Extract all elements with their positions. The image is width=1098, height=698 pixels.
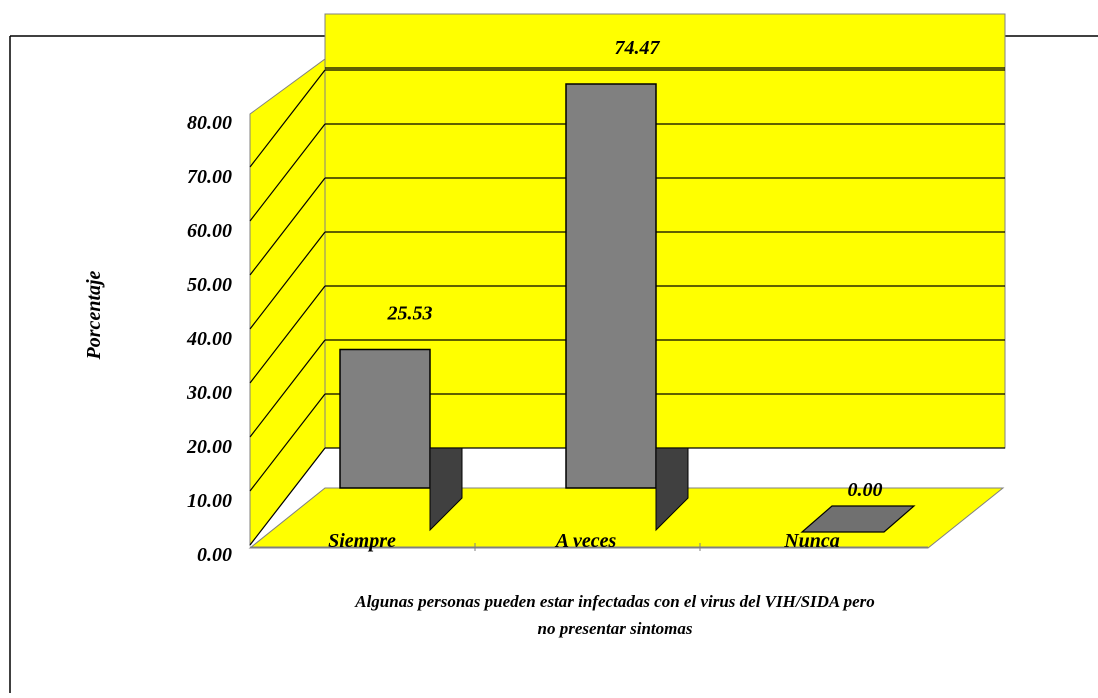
x-tick-label: A veces (554, 530, 617, 552)
bar-a-veces (565, 83, 657, 489)
bar-side-a-veces (655, 447, 689, 532)
x-axis-categories: Siempre A veces Nunca (328, 530, 840, 552)
x-axis-title-line-2: no presentar sintomas (538, 619, 693, 638)
x-tick-label: Nunca (783, 530, 840, 552)
gridline-side (249, 447, 326, 546)
bar-series (339, 83, 916, 533)
gridline-side (249, 123, 326, 222)
y-tick-label: 30.00 (186, 382, 232, 404)
gridline-side (249, 393, 326, 492)
gridline-side (249, 231, 326, 330)
y-tick-label: 70.00 (187, 166, 232, 188)
y-tick-label: 40.00 (186, 328, 232, 350)
bar-side-siempre (429, 447, 463, 532)
data-labels: 25.53 74.47 0.00 (387, 37, 883, 501)
y-tick-label: 50.00 (187, 274, 232, 296)
gridline-side (249, 285, 326, 384)
gridline-side (249, 69, 326, 168)
y-tick-label: 0.00 (197, 544, 232, 566)
gridline-side (249, 177, 326, 276)
y-tick-label: 60.00 (187, 220, 232, 242)
y-tick-label: 10.00 (187, 490, 232, 512)
data-label: 0.00 (848, 479, 883, 501)
y-tick-label: 80.00 (187, 112, 232, 134)
chart-walls (249, 13, 1006, 547)
y-axis-ticks: 0.00 10.00 20.00 30.00 40.00 50.00 60.00 70.00 8… (186, 112, 232, 566)
bar-nunca (800, 505, 916, 533)
data-label: 25.53 (387, 302, 433, 324)
y-tick-label: 20.00 (186, 436, 232, 458)
x-axis-title-line-1: Algunas personas pueden estar infectadas… (354, 592, 875, 611)
x-tick-label: Siempre (328, 530, 396, 552)
back-wall (324, 13, 1006, 449)
y-axis-title: Porcentaje (83, 270, 105, 360)
data-label: 74.47 (615, 37, 661, 59)
gridline-side (249, 339, 326, 438)
bar-siempre (339, 348, 431, 489)
side-wall (249, 58, 326, 547)
